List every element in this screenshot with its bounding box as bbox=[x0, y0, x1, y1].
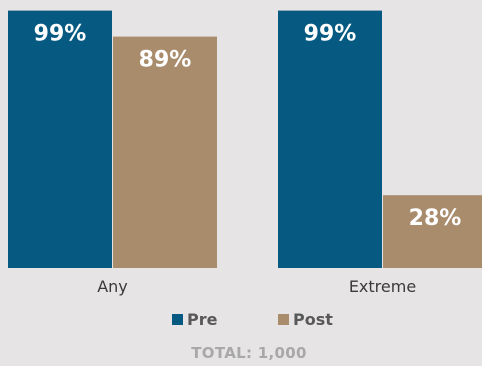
legend-item-pre: Pre bbox=[172, 310, 217, 329]
data-label-pre-extreme: 99% bbox=[304, 22, 357, 47]
legend-swatch-post bbox=[278, 314, 289, 325]
bar-post-any bbox=[113, 36, 217, 268]
bar-pre-any bbox=[8, 10, 112, 268]
legend-item-post: Post bbox=[278, 310, 333, 329]
legend-swatch-pre bbox=[172, 314, 183, 325]
data-label-post-any: 89% bbox=[139, 48, 192, 73]
legend-label-post: Post bbox=[293, 310, 333, 329]
bar-pre-extreme bbox=[278, 10, 382, 268]
data-label-pre-any: 99% bbox=[34, 22, 87, 47]
legend-label-pre: Pre bbox=[187, 310, 218, 329]
category-label-extreme: Extreme bbox=[349, 277, 416, 296]
bar-post-extreme bbox=[383, 195, 482, 268]
chart-legend: Pre Post bbox=[0, 310, 482, 334]
bar-chart: 99% 89% Any 99% 28% Extreme bbox=[8, 10, 482, 296]
data-label-post-extreme: 28% bbox=[409, 206, 462, 231]
total-label: TOTAL: 1,000 bbox=[191, 344, 307, 362]
category-label-any: Any bbox=[97, 277, 128, 296]
